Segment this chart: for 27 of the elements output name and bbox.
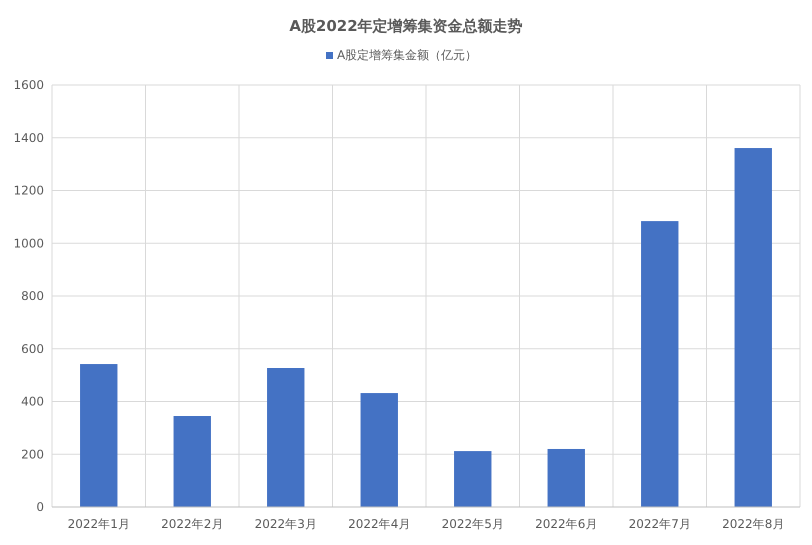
bar (548, 448, 585, 507)
x-tick-label: 2022年4月 (348, 517, 410, 531)
bar (454, 451, 492, 507)
y-tick-label: 600 (21, 342, 44, 356)
bar (360, 393, 398, 507)
y-tick-label: 200 (21, 447, 44, 462)
y-tick-label: 0 (36, 500, 44, 514)
bar (734, 148, 772, 507)
x-tick-label: 2022年7月 (628, 517, 691, 531)
x-tick-label: 2022年2月 (161, 517, 224, 531)
y-tick-label: 800 (21, 289, 44, 304)
bar (80, 364, 118, 507)
y-tick-label: 400 (21, 394, 44, 409)
x-tick-label: 2022年6月 (535, 517, 598, 531)
y-tick-label: 1400 (13, 130, 44, 145)
x-tick-label: 2022年8月 (722, 517, 784, 531)
legend-label: A股定增筹集金额（亿元） (337, 48, 478, 62)
chart-title: A股2022年定增筹集资金总额走势 (289, 17, 523, 35)
y-tick-label: 1200 (13, 184, 44, 198)
bar (641, 221, 678, 507)
bar (174, 416, 211, 507)
y-tick-label: 1600 (13, 78, 44, 92)
x-tick-label: 2022年1月 (68, 517, 130, 531)
x-tick-label: 2022年3月 (254, 517, 317, 531)
x-tick-label: 2022年5月 (442, 517, 504, 531)
y-tick-label: 1000 (13, 236, 44, 250)
bar (267, 368, 304, 507)
